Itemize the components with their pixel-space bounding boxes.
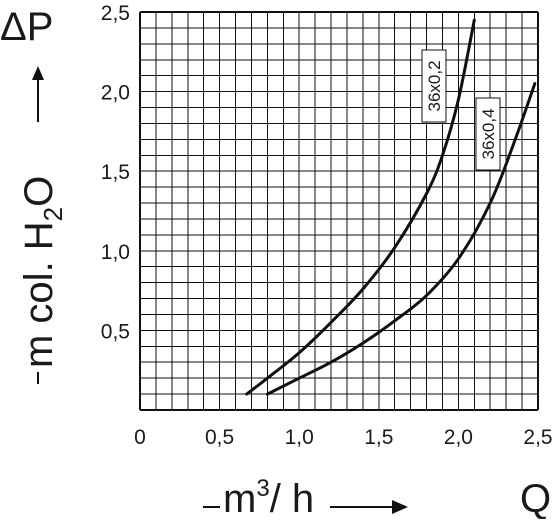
x-tick-label: 1,5: [364, 426, 393, 449]
y-tick-label: 1,5: [101, 161, 130, 184]
series-label-text: 36x0,2: [425, 60, 444, 111]
x-axis-title: m3/ h: [203, 475, 408, 521]
x-tick-label: 2,5: [523, 426, 552, 449]
y-tick-label: 2,5: [101, 2, 130, 25]
x-tick-label: 0: [134, 426, 146, 449]
series-line-1: [245, 18, 476, 396]
series-label-1: 36x0,2: [421, 49, 447, 123]
x-axis-arrow-head: [392, 500, 408, 514]
x-axis-unit-label: m: [223, 477, 256, 519]
y-axis-title: m col. H2O: [17, 66, 68, 384]
series-line-2: [265, 82, 537, 396]
y-axis-unit-label: m col. H: [17, 221, 61, 368]
curves: 36x0,2 36x0,4: [245, 18, 537, 396]
y-axis-arrow-head: [32, 66, 44, 80]
y-axis-unit-subscript: 2: [38, 207, 68, 221]
y-axis-unit-text: m col. H2O: [17, 176, 68, 368]
x-axis-unit-text: m3/ h: [223, 475, 314, 519]
tick-labels: 0 0,5 1,0 1,5 2,0 2,5 0,5 1,0 1,5 2,0 2,5: [101, 2, 553, 449]
series-label-box: [475, 97, 501, 171]
series-label-2: 36x0,4: [475, 97, 501, 171]
y-tick-label: 1,0: [101, 241, 130, 264]
series-label-box: [421, 49, 447, 123]
y-tick-label: 2,0: [101, 82, 130, 105]
x-axis-unit-tail: / h: [270, 477, 314, 519]
x-axis-symbol: Q: [520, 477, 551, 519]
y-axis-unit-tail: O: [17, 176, 61, 207]
x-tick-label: 1,0: [285, 426, 314, 449]
x-axis-unit-superscript: 3: [256, 475, 269, 502]
y-tick-label: 0,5: [101, 320, 130, 343]
x-tick-label: 2,0: [444, 426, 473, 449]
series-label-text: 36x0,4: [479, 108, 498, 159]
y-axis-symbol: ΔP: [0, 5, 53, 49]
grid: [139, 11, 539, 411]
x-tick-label: 0,5: [205, 426, 234, 449]
